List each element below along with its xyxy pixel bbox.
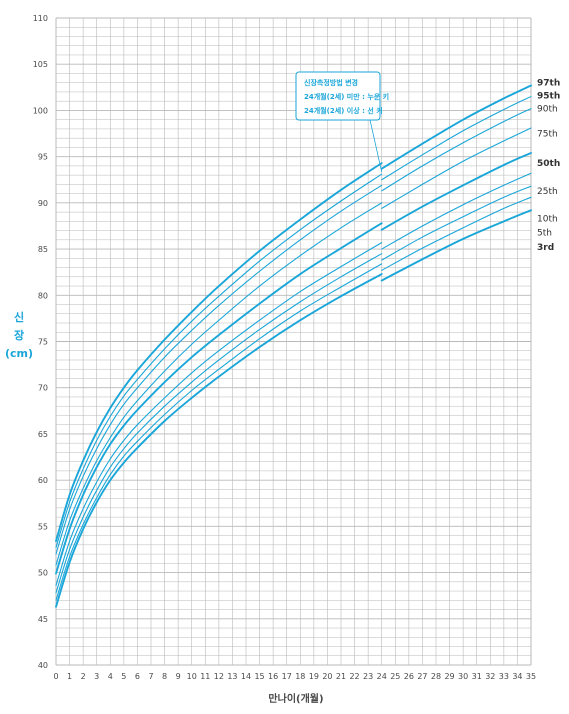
- x-tick-label: 14: [241, 672, 251, 681]
- curve-25th-standing: [381, 172, 532, 250]
- y-tick-label: 105: [33, 60, 48, 69]
- x-tick-label: 19: [309, 672, 319, 681]
- x-tick-label: 27: [417, 672, 427, 681]
- x-tick-label: 29: [444, 672, 454, 681]
- y-tick-label: 50: [38, 569, 48, 578]
- x-tick-label: 13: [227, 672, 237, 681]
- grid: [55, 17, 532, 666]
- x-tick-label: 18: [295, 672, 305, 681]
- y-tick-label: 70: [38, 384, 48, 393]
- curve-97th-standing: [380, 84, 532, 170]
- percentile-label-95th: 95th: [537, 92, 560, 102]
- curve-10th-standing: [381, 185, 532, 261]
- percentile-label-10th: 10th: [537, 215, 558, 225]
- note-line-2: 24개월(2세) 이상 : 선 키: [304, 106, 383, 115]
- x-tick-label: 8: [162, 672, 167, 681]
- x-tick-label: 6: [135, 672, 140, 681]
- x-tick-label: 21: [336, 672, 346, 681]
- y-axis-label-line-1: 신: [14, 310, 24, 324]
- x-axis-ticks: 0 1 2 3 4 5 6 7 8 9 10 11 12 13 14 15 16 17 18 19 20 21 22 23 24…: [53, 672, 536, 681]
- x-tick-label: 22: [349, 672, 359, 681]
- x-tick-label: 3: [94, 672, 99, 681]
- x-tick-label: 17: [282, 672, 292, 681]
- y-tick-label: 55: [38, 522, 48, 531]
- x-tick-label: 2: [81, 672, 86, 681]
- x-tick-label: 35: [526, 672, 536, 681]
- x-tick-label: 9: [176, 672, 181, 681]
- note-pointer: [369, 119, 383, 173]
- curve-3rd-recumbent: [55, 273, 383, 608]
- curve-25th-recumbent: [55, 242, 383, 587]
- x-tick-label: 20: [322, 672, 332, 681]
- curve-95th-recumbent: [55, 173, 383, 549]
- percentile-labels: 97th 95th 90th 75th 50th 25th 10th 5th 3rd: [537, 79, 560, 254]
- y-axis-label-line-2: 장: [14, 328, 24, 342]
- y-tick-label: 90: [38, 199, 48, 208]
- x-tick-label: 1: [67, 672, 72, 681]
- percentile-label-97th: 97th: [537, 79, 560, 89]
- y-tick-label: 100: [33, 106, 48, 115]
- curve-95th-standing: [381, 96, 532, 181]
- y-tick-label: 65: [38, 430, 48, 439]
- x-tick-label: 24: [377, 672, 387, 681]
- x-tick-label: 15: [254, 672, 264, 681]
- curve-90th-recumbent: [55, 184, 383, 555]
- percentile-label-90th: 90th: [537, 105, 558, 115]
- curve-5th-standing: [381, 196, 532, 271]
- x-tick-label: 25: [390, 672, 400, 681]
- curve-3rd-standing: [380, 209, 532, 282]
- y-tick-label: 40: [38, 661, 48, 670]
- x-tick-label: 7: [148, 672, 153, 681]
- x-tick-label: 10: [187, 672, 197, 681]
- x-tick-label: 31: [472, 672, 482, 681]
- x-tick-label: 0: [53, 672, 58, 681]
- y-tick-label: 110: [33, 14, 48, 23]
- x-tick-label: 23: [363, 672, 373, 681]
- curve-75th-recumbent: [55, 202, 383, 566]
- y-axis-label-line-3: (cm): [5, 347, 33, 360]
- x-tick-label: 32: [485, 672, 495, 681]
- y-tick-label: 45: [38, 615, 48, 624]
- y-tick-label: 75: [38, 338, 48, 347]
- percentile-label-50th: 50th: [537, 159, 560, 169]
- measurement-change-note: 신장측정방법 변경 24개월(2세) 미만 : 누운 키 24개월(2세) 이상…: [295, 71, 389, 173]
- percentile-curves: [55, 84, 532, 608]
- x-tick-label: 5: [121, 672, 126, 681]
- y-axis-ticks: 40 45 50 55 60 65 70 75 80 85 90 95 100 105 110: [33, 14, 48, 670]
- x-tick-label: 11: [200, 672, 210, 681]
- x-axis-label: 만나이(개월): [268, 692, 323, 705]
- x-tick-label: 4: [108, 672, 113, 681]
- curve-50th-standing: [380, 152, 532, 231]
- y-tick-label: 80: [38, 291, 48, 300]
- percentile-label-25th: 25th: [537, 187, 558, 197]
- note-box: [295, 71, 381, 121]
- x-tick-label: 28: [431, 672, 441, 681]
- x-tick-label: 33: [499, 672, 509, 681]
- y-tick-label: 95: [38, 153, 48, 162]
- y-tick-label: 60: [38, 476, 48, 485]
- curve-50th-recumbent: [55, 222, 383, 575]
- curve-75th-standing: [381, 127, 532, 209]
- x-tick-label: 16: [268, 672, 278, 681]
- percentile-label-3rd: 3rd: [537, 243, 554, 253]
- note-line-1: 24개월(2세) 미만 : 누운 키: [304, 92, 389, 101]
- percentile-label-75th: 75th: [537, 130, 558, 140]
- y-tick-label: 85: [38, 245, 48, 254]
- curve-97th-recumbent: [55, 162, 383, 543]
- note-title: 신장측정방법 변경: [304, 78, 358, 87]
- x-tick-label: 12: [214, 672, 224, 681]
- curve-10th-recumbent: [55, 253, 383, 594]
- curve-5th-recumbent: [55, 263, 383, 601]
- curve-90th-standing: [381, 108, 532, 192]
- x-tick-label: 34: [512, 672, 522, 681]
- x-tick-label: 26: [404, 672, 414, 681]
- percentile-label-5th: 5th: [537, 228, 552, 238]
- x-tick-label: 30: [458, 672, 468, 681]
